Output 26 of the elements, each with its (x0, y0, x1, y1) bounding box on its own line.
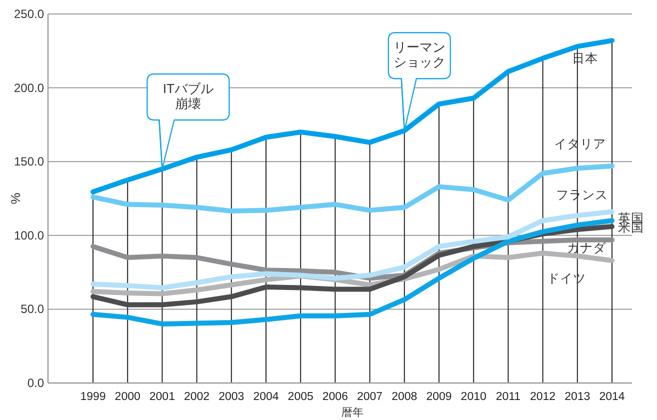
x-tick-label: 1999 (80, 391, 106, 403)
x-tick-label: 2000 (114, 391, 140, 403)
y-tick-label: 150.0 (14, 154, 44, 169)
x-tick-label: 2003 (218, 391, 244, 403)
annotation: ITバブル崩壊 (162, 80, 214, 111)
y-axis-title: % (8, 192, 23, 204)
y-tick-label: 100.0 (14, 228, 44, 242)
x-tick-label: 2007 (357, 391, 383, 403)
x-axis-title: 暦年 (342, 407, 364, 419)
x-tick-label: 2013 (564, 391, 590, 403)
x-tick-label: 2005 (288, 391, 314, 403)
x-tick-label: 2014 (599, 391, 626, 403)
x-tick-label: 2010 (460, 391, 486, 403)
x-tick-label: 2008 (392, 391, 418, 403)
x-tick-label: 2002 (184, 391, 210, 403)
x-tick-label: 2001 (149, 391, 175, 403)
x-tick-label: 2011 (496, 391, 521, 403)
y-tick-label: 200.0 (14, 80, 44, 95)
x-tick-label: 2009 (426, 391, 452, 403)
y-tick-label: 0.0 (27, 376, 44, 390)
x-tick-label: 2006 (322, 391, 348, 403)
x-tick-label: 2012 (530, 391, 556, 403)
annotation: リーマンショック (393, 40, 446, 70)
y-tick-label: 50.0 (20, 302, 44, 316)
x-tick-label: 2004 (253, 391, 280, 403)
y-tick-label: 250.0 (14, 7, 44, 21)
